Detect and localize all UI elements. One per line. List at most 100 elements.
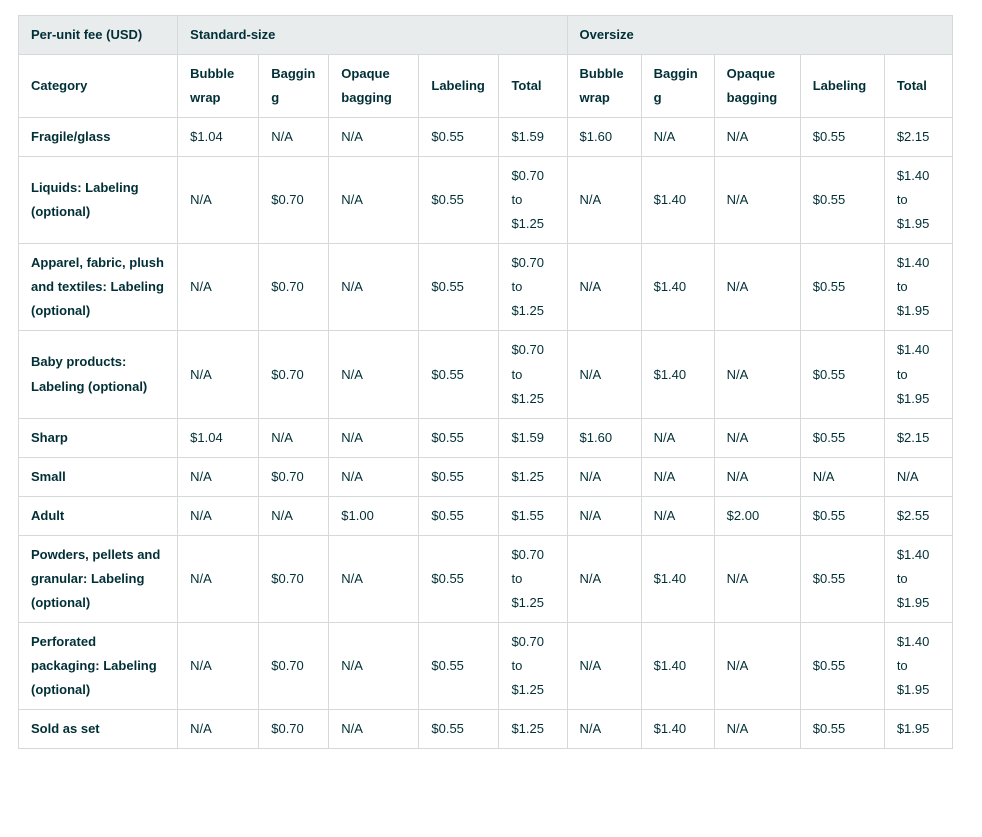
fee-cell-standard: $0.55 (418, 709, 500, 750)
table-row: Sold as set N/A $0.70 N/A $0.55 $1.25 N/A $1.40… (17, 709, 954, 750)
fee-cell-standard: N/A (258, 117, 330, 158)
fee-cell-standard: $0.55 (418, 330, 500, 419)
fee-cell-oversize: N/A (713, 621, 801, 711)
category-cell: Sharp (17, 417, 179, 458)
column-header-opaque-bagging-standard: Opaque bagging (328, 54, 420, 119)
column-header-labeling-standard: Labeling (418, 54, 500, 119)
table-row: Baby products: Labeling (optional) N/A $0.… (17, 330, 954, 419)
fee-cell-oversize: N/A (640, 417, 715, 458)
table-row: Powders, pellets and granular: Labeling … (17, 534, 954, 623)
fee-cell-oversize: N/A (566, 621, 642, 711)
fee-cell-standard: $1.59 (498, 417, 568, 458)
fee-cell-standard: N/A (328, 417, 420, 458)
fee-cell-oversize: $2.15 (883, 417, 954, 458)
fee-cell-oversize: N/A (713, 243, 801, 332)
per-unit-fee-table: Per-unit fee (USD) Standard-size Oversiz… (17, 14, 954, 750)
fee-cell-standard: N/A (177, 156, 260, 245)
table-row: Sharp $1.04 N/A N/A $0.55 $1.59 $1.60 N/A N/A $0.… (17, 417, 954, 458)
group-header-row: Per-unit fee (USD) Standard-size Oversiz… (17, 14, 954, 56)
fee-cell-oversize: $0.55 (799, 243, 885, 332)
fee-cell-oversize: N/A (713, 117, 801, 158)
column-header-bagging-oversize: Bagging (640, 54, 715, 119)
fee-cell-oversize: $1.40 (640, 156, 715, 245)
fee-cell-standard: $1.25 (498, 456, 568, 497)
fee-cell-standard: N/A (328, 534, 420, 623)
fee-cell-standard: $1.04 (177, 117, 260, 158)
fee-cell-oversize: N/A (566, 495, 642, 536)
fee-cell-standard: $0.70 to $1.25 (498, 330, 568, 419)
category-cell: Liquids: Labeling (optional) (17, 156, 179, 245)
fee-cell-standard: $0.70 to $1.25 (498, 156, 568, 245)
fee-cell-standard: $0.55 (418, 456, 500, 497)
fee-cell-oversize: N/A (566, 243, 642, 332)
fee-cell-oversize: N/A (566, 156, 642, 245)
fee-cell-oversize: N/A (640, 117, 715, 158)
fee-cell-standard: $0.55 (418, 156, 500, 245)
fee-cell-oversize: $1.60 (566, 117, 642, 158)
category-cell: Baby products: Labeling (optional) (17, 330, 179, 419)
fee-cell-oversize: N/A (799, 456, 885, 497)
fee-cell-standard: $0.70 to $1.25 (498, 621, 568, 711)
fee-cell-standard: $1.04 (177, 417, 260, 458)
fee-cell-oversize: $0.55 (799, 621, 885, 711)
fee-cell-standard: $0.70 (258, 156, 330, 245)
fee-cell-oversize: N/A (713, 534, 801, 623)
fee-cell-standard: $0.70 (258, 330, 330, 419)
fee-cell-standard: $0.55 (418, 243, 500, 332)
column-header-bagging-standard: Bagging (258, 54, 330, 119)
fee-cell-standard: N/A (328, 456, 420, 497)
fee-cell-oversize: N/A (713, 330, 801, 419)
fee-cell-standard: N/A (258, 417, 330, 458)
table-row: Liquids: Labeling (optional) N/A $0.70 N/A $… (17, 156, 954, 245)
fee-cell-standard: N/A (177, 621, 260, 711)
column-header-row: Category Bubble wrap Bagging Opaque bagg… (17, 54, 954, 119)
fee-cell-standard: $1.00 (328, 495, 420, 536)
fee-cell-oversize: $1.95 (883, 709, 954, 750)
fee-cell-standard: N/A (177, 243, 260, 332)
table-row: Small N/A $0.70 N/A $0.55 $1.25 N/A N/A N/A N/A N/… (17, 456, 954, 497)
fee-cell-oversize: N/A (713, 456, 801, 497)
fee-cell-standard: $0.70 to $1.25 (498, 534, 568, 623)
fee-cell-oversize: $2.00 (713, 495, 801, 536)
table-header: Per-unit fee (USD) Standard-size Oversiz… (17, 14, 954, 119)
fee-cell-oversize: N/A (566, 709, 642, 750)
fee-cell-oversize: $0.55 (799, 117, 885, 158)
column-header-category: Category (17, 54, 179, 119)
fee-cell-oversize: $2.15 (883, 117, 954, 158)
category-cell: Perforated packaging: Labeling (optional… (17, 621, 179, 711)
fee-cell-standard: $0.70 (258, 534, 330, 623)
category-cell: Small (17, 456, 179, 497)
column-header-total-oversize: Total (883, 54, 954, 119)
fee-cell-standard: N/A (328, 709, 420, 750)
table-row: Perforated packaging: Labeling (optional… (17, 621, 954, 711)
fee-cell-oversize: $1.60 (566, 417, 642, 458)
fee-cell-oversize: N/A (713, 709, 801, 750)
fee-cell-oversize: $0.55 (799, 495, 885, 536)
fee-cell-oversize: N/A (640, 456, 715, 497)
fee-cell-standard: N/A (177, 330, 260, 419)
fee-cell-oversize: $0.55 (799, 709, 885, 750)
column-header-opaque-bagging-oversize: Opaque bagging (713, 54, 801, 119)
fee-cell-standard: N/A (328, 117, 420, 158)
fee-cell-standard: N/A (328, 621, 420, 711)
fee-cell-oversize: $1.40 to $1.95 (883, 621, 954, 711)
fee-cell-oversize: $0.55 (799, 156, 885, 245)
fee-cell-oversize: $0.55 (799, 534, 885, 623)
fee-cell-oversize: N/A (713, 417, 801, 458)
fee-cell-oversize: N/A (713, 156, 801, 245)
category-cell: Apparel, fabric, plush and textiles: Lab… (17, 243, 179, 332)
category-cell: Powders, pellets and granular: Labeling … (17, 534, 179, 623)
fee-cell-standard: $0.55 (418, 534, 500, 623)
table-row: Adult N/A N/A $1.00 $0.55 $1.55 N/A N/A $2.00 $0.… (17, 495, 954, 536)
fee-cell-standard: N/A (328, 243, 420, 332)
fee-cell-oversize: $1.40 (640, 330, 715, 419)
fee-cell-standard: N/A (328, 330, 420, 419)
fee-cell-oversize: $1.40 (640, 709, 715, 750)
fee-cell-standard: $0.55 (418, 417, 500, 458)
category-cell: Fragile/glass (17, 117, 179, 158)
fee-cell-standard: $1.55 (498, 495, 568, 536)
fee-cell-oversize: $1.40 (640, 621, 715, 711)
table-row: Apparel, fabric, plush and textiles: Lab… (17, 243, 954, 332)
fee-cell-oversize: N/A (566, 456, 642, 497)
fee-cell-standard: N/A (177, 709, 260, 750)
